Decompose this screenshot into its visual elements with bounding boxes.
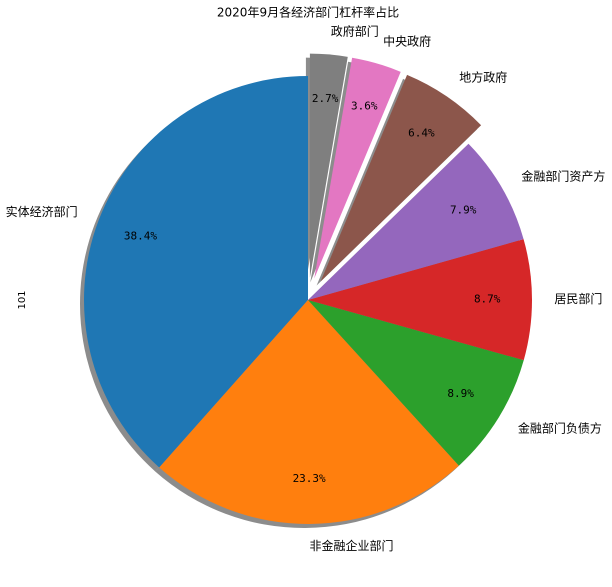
wedge — [320, 74, 482, 282]
wedge — [159, 300, 459, 525]
slice-label: 政府部门 — [331, 24, 379, 39]
wedge — [308, 143, 524, 300]
value-label: 7.9% — [450, 203, 477, 216]
slice-label: 金融部门负债方 — [518, 421, 602, 436]
value-label: 3.6% — [351, 99, 378, 112]
value-label: 8.7% — [474, 293, 501, 306]
slice-label: 非金融企业部门 — [310, 538, 394, 553]
chart-title: 2020年9月各经济部门杠杆率占比 — [217, 5, 399, 20]
wedge — [309, 53, 348, 278]
wedge — [83, 76, 308, 468]
wedge — [308, 300, 524, 466]
wedge — [308, 239, 532, 361]
slice-label: 地方政府 — [459, 69, 507, 84]
y-axis-label: 101 — [17, 290, 28, 309]
wedge — [314, 57, 401, 279]
value-label: 6.4% — [408, 126, 435, 139]
value-label: 23.3% — [293, 472, 326, 485]
value-label: 38.4% — [124, 229, 157, 242]
value-label: 2.7% — [312, 92, 339, 105]
slice-label: 实体经济部门 — [6, 204, 78, 219]
slice-label: 居民部门 — [554, 291, 602, 306]
slice-label: 中央政府 — [383, 33, 431, 48]
slice-label: 金融部门资产方 — [521, 168, 605, 183]
value-label: 8.9% — [447, 387, 474, 400]
